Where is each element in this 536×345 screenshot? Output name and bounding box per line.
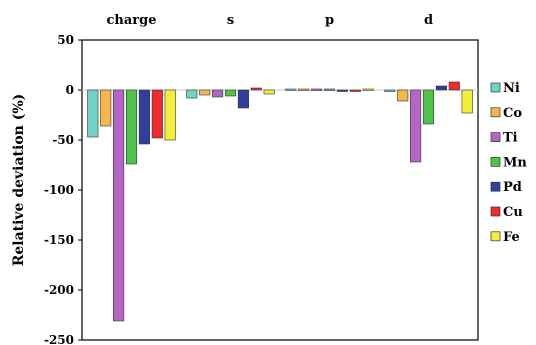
legend-label-pd: Pd	[503, 180, 522, 195]
y-axis-title: Relative deviation (%)	[11, 94, 27, 267]
legend-swatch-fe	[490, 231, 501, 242]
legend-label-ti: Ti	[503, 131, 518, 146]
legend-swatch-ti	[490, 132, 501, 142]
category-label: charge	[106, 13, 156, 28]
legend-swatch-cu	[490, 206, 501, 217]
bar-cu-s	[250, 87, 262, 91]
bar-fe-s	[263, 89, 275, 95]
category-label: p	[325, 13, 334, 28]
bars	[87, 81, 473, 322]
category-labels: charge s p d	[106, 13, 433, 28]
bar-ni-d	[384, 89, 396, 92]
y-tick-label: 50	[57, 33, 74, 47]
bar-fe-charge	[164, 89, 176, 141]
bar-ni-s	[186, 89, 198, 99]
legend-label-co: Co	[503, 106, 522, 121]
bar-ni-charge	[87, 89, 99, 138]
y-tick-label: -100	[44, 183, 74, 197]
bar-co-charge	[100, 89, 112, 127]
legend: Ni Co Ti Mn Pd Cu Fe	[490, 81, 527, 245]
plot-area	[81, 39, 479, 341]
legend-swatch-co	[490, 107, 501, 118]
bar-pd-s	[237, 89, 249, 109]
y-tick-label: 0	[66, 83, 74, 97]
y-tick-label: -150	[44, 233, 74, 247]
bar-cu-d	[448, 81, 460, 91]
bar-cu-p	[349, 89, 361, 92]
bar-ti-p	[311, 88, 323, 91]
bar-co-p	[298, 88, 310, 91]
y-tick-label: -50	[52, 133, 74, 147]
legend-label-cu: Cu	[503, 205, 523, 220]
category-label: s	[227, 13, 234, 28]
category-label: d	[424, 13, 433, 28]
legend-swatch-ni	[490, 82, 501, 93]
bar-pd-p	[336, 89, 348, 92]
bar-fe-d	[461, 89, 473, 114]
bar-ti-s	[212, 89, 224, 98]
bar-ti-charge	[113, 89, 125, 322]
bar-pd-d	[435, 85, 447, 91]
legend-swatch-pd	[490, 181, 501, 192]
bar-fe-p	[362, 88, 374, 91]
bar-co-d	[397, 89, 409, 102]
bar-mn-p	[323, 88, 336, 91]
bar-ni-p	[285, 88, 297, 91]
y-tick-label: -250	[44, 333, 74, 345]
bar-ti-d	[410, 89, 422, 163]
y-axis: 50 0 -50 -100 -150 -200 -250	[44, 33, 82, 345]
bar-cu-charge	[151, 89, 163, 139]
bar-pd-charge	[138, 89, 150, 145]
bar-co-s	[199, 89, 211, 96]
legend-label-fe: Fe	[503, 230, 520, 245]
legend-label-ni: Ni	[503, 81, 520, 96]
bar-mn-charge	[125, 89, 138, 165]
plot-frame	[81, 39, 479, 341]
y-tick-label: -200	[44, 283, 74, 297]
legend-label-mn: Mn	[503, 155, 527, 170]
legend-swatch-mn	[490, 157, 501, 167]
bar-mn-s	[224, 89, 237, 97]
bar-mn-d	[422, 89, 435, 125]
